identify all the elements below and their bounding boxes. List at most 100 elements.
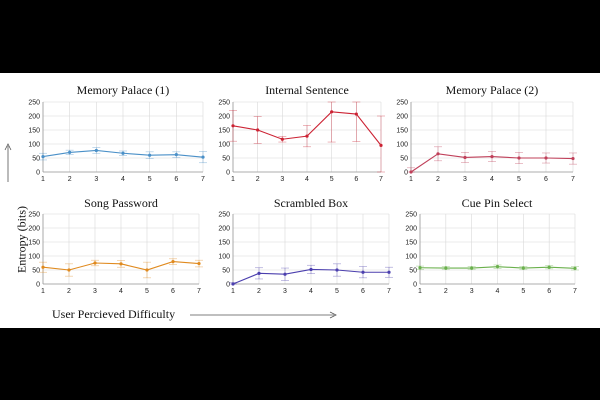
data-point bbox=[463, 155, 467, 160]
x-tick-label: 6 bbox=[174, 176, 178, 183]
y-tick-label: 50 bbox=[32, 268, 40, 275]
x-tick-label: 5 bbox=[145, 288, 149, 295]
data-point bbox=[330, 110, 334, 114]
y-tick-label: 100 bbox=[396, 142, 408, 149]
y-tick-label: 150 bbox=[28, 128, 40, 135]
chart-panel: 0 50 100 150 200 250 1 2 3 4 5 6 7 bbox=[28, 212, 203, 295]
data-point bbox=[495, 265, 500, 269]
y-tick-label: 150 bbox=[218, 128, 230, 135]
x-tick-label: 7 bbox=[201, 176, 205, 183]
data-point bbox=[335, 268, 339, 272]
y-tick-label: 50 bbox=[222, 156, 230, 163]
x-tick-label: 4 bbox=[490, 176, 494, 183]
x-tick-label: 7 bbox=[387, 288, 391, 295]
chart-title: Scrambled Box bbox=[273, 196, 349, 210]
y-tick-label: 150 bbox=[28, 240, 40, 247]
x-tick-label: 6 bbox=[547, 288, 551, 295]
x-tick-label: 3 bbox=[280, 176, 284, 183]
data-point bbox=[387, 270, 391, 274]
chart-panel: 0 50 100 150 200 250 1 2 3 4 5 6 7 bbox=[405, 212, 579, 295]
y-tick-label: 150 bbox=[405, 240, 417, 247]
x-tick-label: 4 bbox=[119, 288, 123, 295]
y-tick-label: 0 bbox=[36, 170, 40, 177]
chart-title: Memory Palace (1) bbox=[76, 83, 170, 97]
x-tick-label: 2 bbox=[256, 176, 260, 183]
data-point bbox=[361, 270, 365, 274]
data-point bbox=[41, 155, 45, 159]
data-point bbox=[93, 261, 97, 265]
y-tick-label: 50 bbox=[222, 268, 230, 275]
y-tick-label: 0 bbox=[226, 170, 230, 177]
x-tick-label: 1 bbox=[418, 288, 422, 295]
y-axis-label: Entropy (bits) bbox=[14, 206, 29, 273]
data-point bbox=[145, 268, 149, 272]
x-tick-label: 5 bbox=[517, 176, 521, 183]
x-tick-label: 1 bbox=[231, 176, 235, 183]
x-tick-label: 3 bbox=[283, 288, 287, 295]
x-tick-label: 7 bbox=[573, 288, 577, 295]
x-tick-label: 6 bbox=[354, 176, 358, 183]
data-point bbox=[121, 151, 125, 155]
x-tick-label: 7 bbox=[379, 176, 383, 183]
data-point bbox=[354, 112, 358, 116]
x-tick-label: 3 bbox=[93, 288, 97, 295]
y-tick-label: 100 bbox=[28, 254, 40, 261]
data-point bbox=[256, 128, 260, 132]
x-tick-label: 6 bbox=[361, 288, 365, 295]
data-point bbox=[309, 267, 313, 272]
data-point bbox=[379, 143, 383, 147]
data-point bbox=[41, 265, 45, 269]
data-point bbox=[490, 155, 494, 159]
y-tick-label: 200 bbox=[28, 114, 40, 121]
x-tick-label: 3 bbox=[470, 288, 474, 295]
x-tick-label: 5 bbox=[335, 288, 339, 295]
data-point bbox=[305, 134, 309, 138]
chart-title: Cue Pin Select bbox=[461, 196, 533, 210]
data-point bbox=[231, 282, 235, 286]
data-point bbox=[174, 153, 178, 157]
y-tick-label: 250 bbox=[396, 100, 408, 107]
y-tick-label: 100 bbox=[405, 254, 417, 261]
data-point bbox=[418, 266, 422, 270]
data-point bbox=[231, 124, 235, 128]
x-tick-label: 2 bbox=[444, 288, 448, 295]
y-tick-label: 0 bbox=[413, 282, 417, 289]
chart-title: Memory Palace (2) bbox=[445, 83, 539, 97]
data-point bbox=[119, 262, 123, 266]
x-axis-label: User Percieved Difficulty bbox=[52, 307, 176, 321]
y-tick-label: 250 bbox=[405, 212, 417, 219]
y-tick-label: 50 bbox=[400, 156, 408, 163]
y-tick-label: 200 bbox=[396, 114, 408, 121]
y-tick-label: 0 bbox=[36, 282, 40, 289]
chart-panel: 0 50 100 150 200 250 1 2 3 4 5 6 7 bbox=[396, 100, 577, 183]
y-tick-label: 250 bbox=[28, 212, 40, 219]
y-tick-label: 200 bbox=[405, 226, 417, 233]
data-point bbox=[68, 150, 72, 154]
x-tick-label: 3 bbox=[94, 176, 98, 183]
x-tick-label: 2 bbox=[67, 288, 71, 295]
chart-panel: 0 50 100 150 200 250 1 2 3 4 5 6 7 bbox=[218, 100, 385, 183]
x-tick-label: 6 bbox=[544, 176, 548, 183]
x-tick-label: 5 bbox=[521, 288, 525, 295]
data-point bbox=[444, 266, 448, 270]
figure-area bbox=[0, 73, 600, 328]
data-point bbox=[280, 137, 284, 141]
data-point bbox=[283, 272, 287, 276]
chart-panel: 0 50 100 150 200 250 1 2 3 4 5 6 7 bbox=[218, 212, 393, 295]
x-tick-label: 1 bbox=[409, 176, 413, 183]
data-point bbox=[573, 266, 577, 270]
x-tick-label: 7 bbox=[197, 288, 201, 295]
chart-title: Song Password bbox=[84, 196, 158, 210]
y-tick-label: 200 bbox=[28, 226, 40, 233]
data-point bbox=[148, 153, 152, 157]
y-tick-label: 50 bbox=[32, 156, 40, 163]
data-point bbox=[547, 265, 551, 269]
data-point bbox=[197, 261, 201, 266]
y-tick-label: 250 bbox=[218, 100, 230, 107]
x-tick-label: 1 bbox=[41, 176, 45, 183]
x-tick-label: 4 bbox=[309, 288, 313, 295]
x-tick-label: 3 bbox=[463, 176, 467, 183]
y-tick-label: 250 bbox=[28, 100, 40, 107]
data-point bbox=[171, 260, 175, 264]
data-point bbox=[571, 156, 575, 161]
